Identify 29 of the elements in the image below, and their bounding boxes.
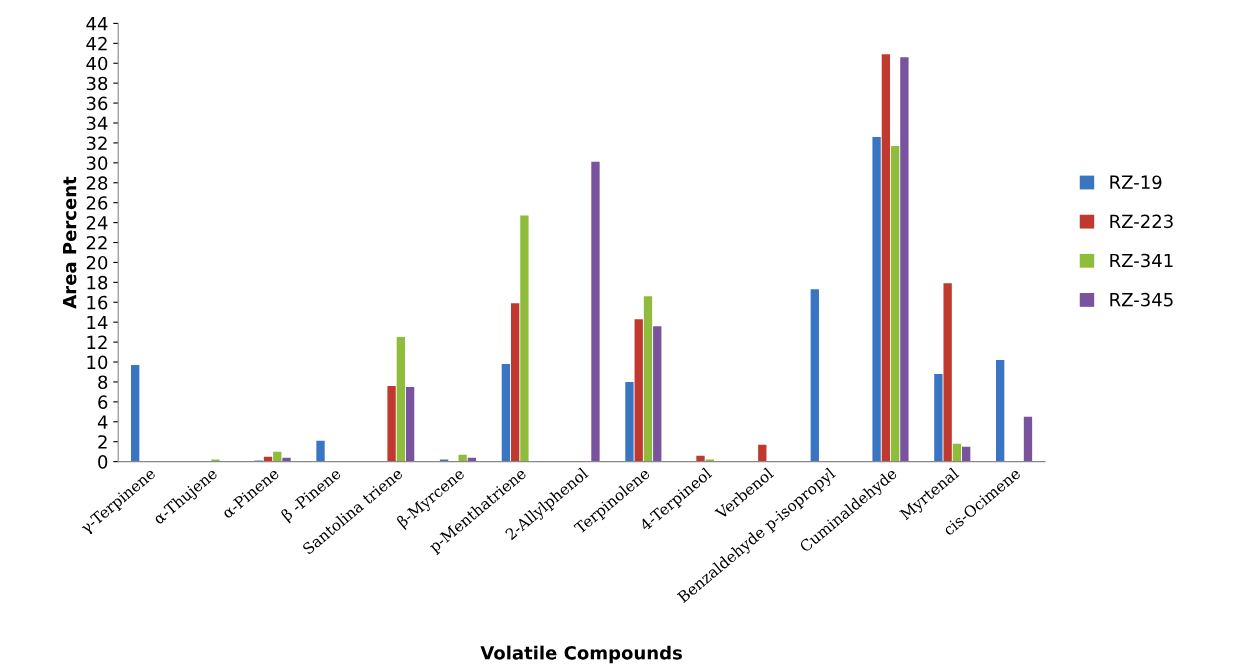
y-tick-label: 16 (87, 295, 108, 310)
legend-label: RZ-223 (1110, 214, 1173, 229)
y-tick-label: 22 (86, 235, 107, 250)
x-axis-title: Volatile Compounds (480, 645, 682, 664)
legend-label: RZ-341 (1110, 253, 1173, 268)
y-tick-label: 4 (97, 415, 108, 429)
legend-label: RZ-345 (1110, 292, 1173, 307)
legend-label: RZ-19 (1110, 175, 1162, 190)
y-tick-label: 34 (86, 116, 108, 131)
y-tick-label: 38 (86, 76, 108, 91)
y-tick-label: 40 (86, 56, 108, 71)
y-tick-label: 26 (86, 196, 108, 210)
y-tick-label: 10 (87, 355, 108, 370)
y-tick-label: 12 (87, 335, 107, 349)
y-tick-label: 30 (86, 156, 108, 170)
y-tick-label: 28 (86, 176, 108, 190)
y-tick-label: 44 (86, 17, 108, 31)
y-tick-label: 2 (98, 435, 107, 449)
y-tick-label: 24 (86, 216, 108, 230)
y-tick-label: 20 (86, 255, 108, 270)
y-tick-label: 18 (87, 275, 108, 290)
y-tick-label: 8 (98, 375, 108, 390)
y-tick-label: 42 (86, 36, 107, 51)
y-tick-label: 36 (86, 96, 108, 111)
y-axis-title: Area Percent (63, 176, 77, 309)
y-tick-label: 6 (98, 395, 108, 409)
y-tick-label: 14 (87, 315, 108, 330)
y-tick-label: 32 (86, 136, 107, 151)
y-tick-label: 0 (98, 455, 108, 469)
